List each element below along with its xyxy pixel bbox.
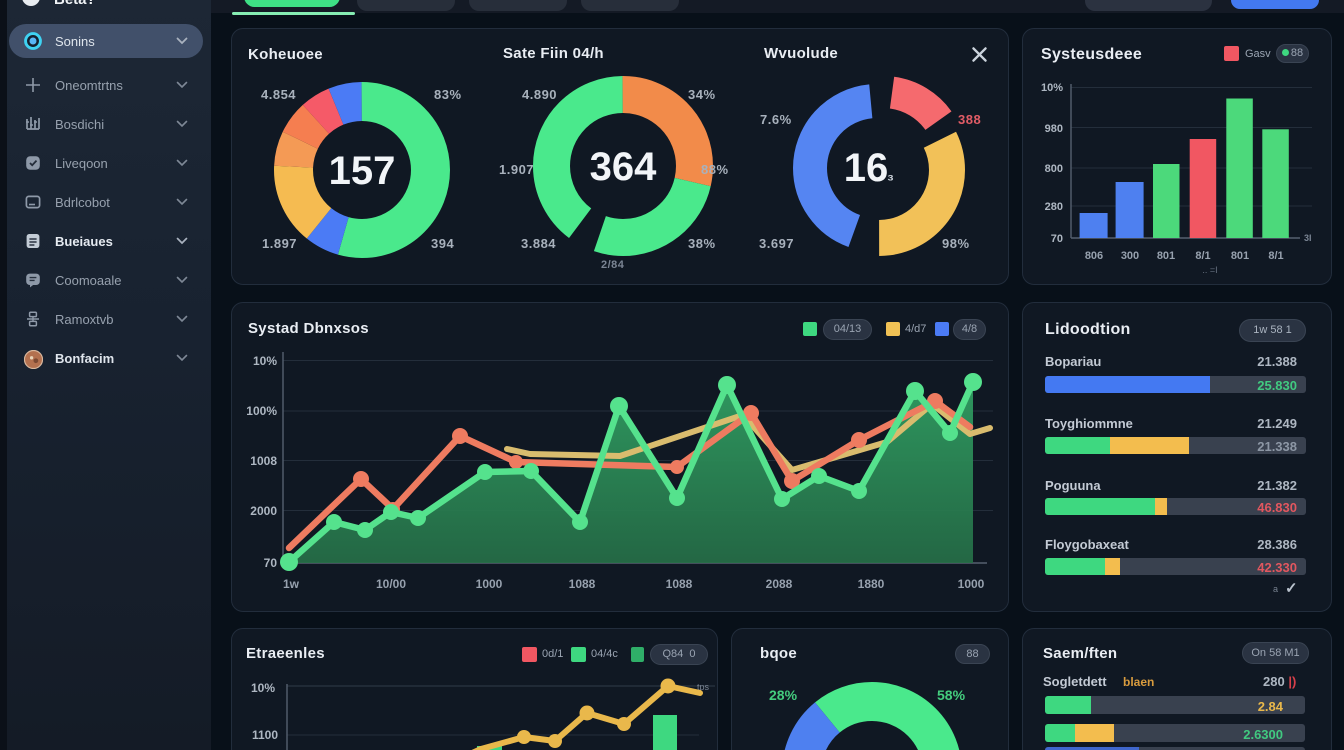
svg-text:1880: 1880: [858, 577, 885, 591]
svg-text:tps: tps: [697, 682, 710, 692]
svg-text:16: 16: [844, 146, 889, 190]
svg-text:1008: 1008: [250, 454, 277, 468]
svg-text:100%: 100%: [246, 404, 277, 418]
svg-text:10/00: 10/00: [376, 577, 406, 591]
svg-text:3I: 3I: [1304, 233, 1312, 243]
svg-text:157: 157: [329, 149, 396, 193]
svg-text:1000: 1000: [958, 577, 985, 591]
svg-text:8/1: 8/1: [1195, 250, 1210, 262]
svg-text:300: 300: [1121, 250, 1139, 262]
svg-text:801: 801: [1231, 250, 1249, 262]
svg-text:.. =I: .. =I: [1202, 265, 1217, 275]
svg-text:10%: 10%: [251, 681, 275, 695]
svg-text:1088: 1088: [666, 577, 693, 591]
svg-text:70: 70: [1051, 233, 1063, 245]
svg-text:980: 980: [1045, 123, 1063, 135]
svg-text:280: 280: [1045, 201, 1063, 213]
svg-text:801: 801: [1157, 250, 1175, 262]
svg-text:8/1: 8/1: [1268, 250, 1283, 262]
svg-text:10%: 10%: [1041, 82, 1063, 94]
svg-text:1w: 1w: [283, 577, 300, 591]
svg-text:10%: 10%: [253, 354, 277, 368]
svg-text:1000: 1000: [476, 577, 503, 591]
svg-text:2000: 2000: [250, 504, 277, 518]
svg-text:806: 806: [1085, 250, 1103, 262]
svg-text:2088: 2088: [766, 577, 793, 591]
svg-text:1100: 1100: [252, 728, 278, 742]
svg-text:70: 70: [264, 556, 278, 570]
svg-text:₃: ₃: [887, 167, 894, 184]
svg-text:364: 364: [590, 145, 657, 189]
svg-text:1088: 1088: [569, 577, 596, 591]
svg-text:800: 800: [1045, 163, 1063, 175]
